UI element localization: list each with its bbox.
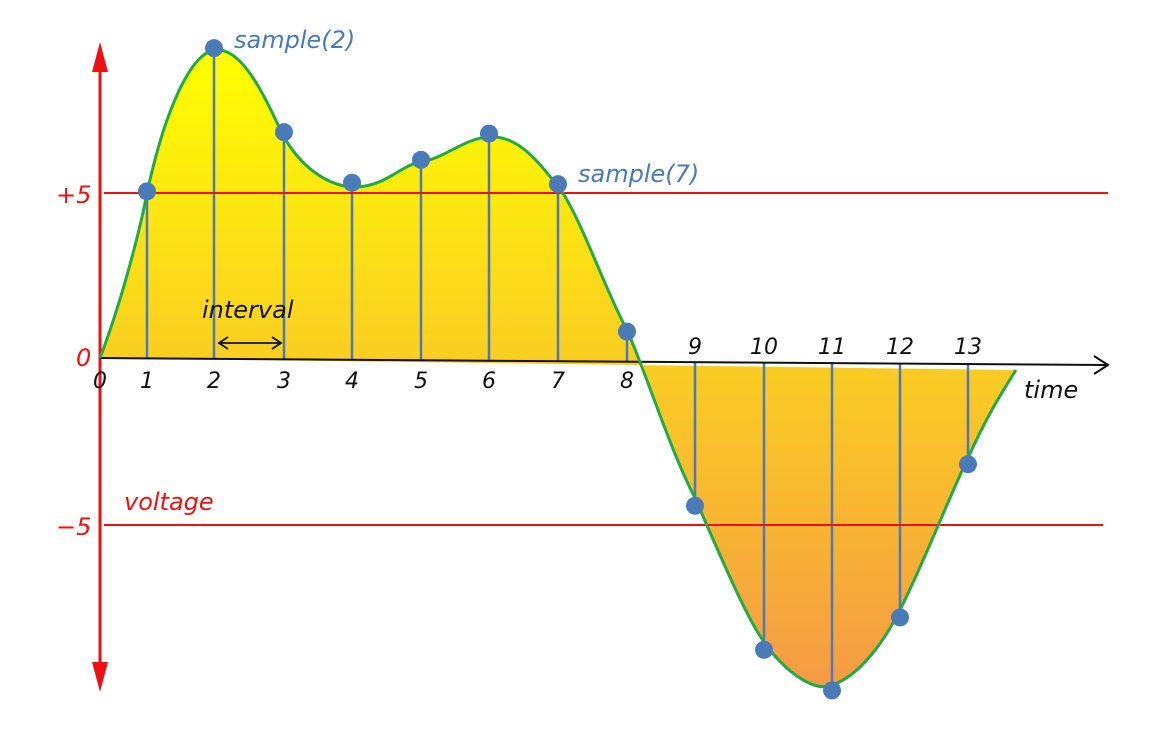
sample-point-11 — [823, 681, 841, 700]
sample-point-9 — [686, 496, 704, 515]
sample-point-1 — [138, 182, 156, 201]
interval-double-arrow-icon — [217, 336, 283, 350]
time-tick-label-13: 13 — [954, 335, 982, 360]
sample-point-3 — [275, 123, 293, 142]
sample-point-7 — [549, 175, 567, 194]
time-axis-arrow-icon — [1093, 355, 1110, 375]
sample-7-label: sample(7) — [578, 160, 699, 188]
y-label-minus5: −5 — [56, 513, 91, 541]
time-tick-label-11: 11 — [818, 335, 846, 360]
time-tick-labels: 0 1 2 3 4 5 6 7 89 10 11 12 13 — [93, 335, 982, 394]
time-tick-label-2: 2 — [207, 369, 221, 394]
time-tick-label-0: 0 — [93, 369, 107, 394]
voltage-axis-down-arrow-icon — [92, 662, 108, 692]
time-tick-label-6: 6 — [482, 369, 496, 394]
signal-area-fill — [100, 49, 1016, 687]
sample-point-4 — [343, 173, 361, 192]
time-tick-label-8: 8 — [620, 369, 634, 394]
time-axis-label: time — [1024, 376, 1078, 404]
time-tick-label-9: 9 — [688, 335, 702, 360]
sample-point-6 — [480, 124, 498, 143]
sample-point-5 — [412, 150, 430, 169]
voltage-axis — [92, 42, 108, 692]
time-tick-label-12: 12 — [886, 335, 914, 360]
time-tick-label-7: 7 — [551, 369, 565, 394]
y-label-zero: 0 — [76, 344, 91, 372]
sample-point-2 — [205, 39, 223, 58]
time-axis — [99, 355, 1110, 375]
time-tick-label-5: 5 — [414, 369, 428, 394]
time-tick-label-10: 10 — [750, 335, 778, 360]
sample-2-label: sample(2) — [234, 26, 355, 54]
sample-point-12 — [891, 608, 909, 627]
interval-label: interval — [202, 296, 294, 324]
sample-point-8 — [618, 322, 636, 341]
sample-point-13 — [959, 455, 977, 474]
y-label-plus5: +5 — [56, 181, 91, 209]
voltage-axis-up-arrow-icon — [92, 42, 108, 72]
time-tick-label-1: 1 — [140, 369, 154, 394]
time-tick-label-3: 3 — [277, 369, 291, 394]
sample-points — [138, 39, 977, 700]
voltage-axis-label: voltage — [124, 488, 214, 516]
time-tick-label-4: 4 — [345, 369, 359, 394]
sample-point-10 — [755, 640, 773, 659]
